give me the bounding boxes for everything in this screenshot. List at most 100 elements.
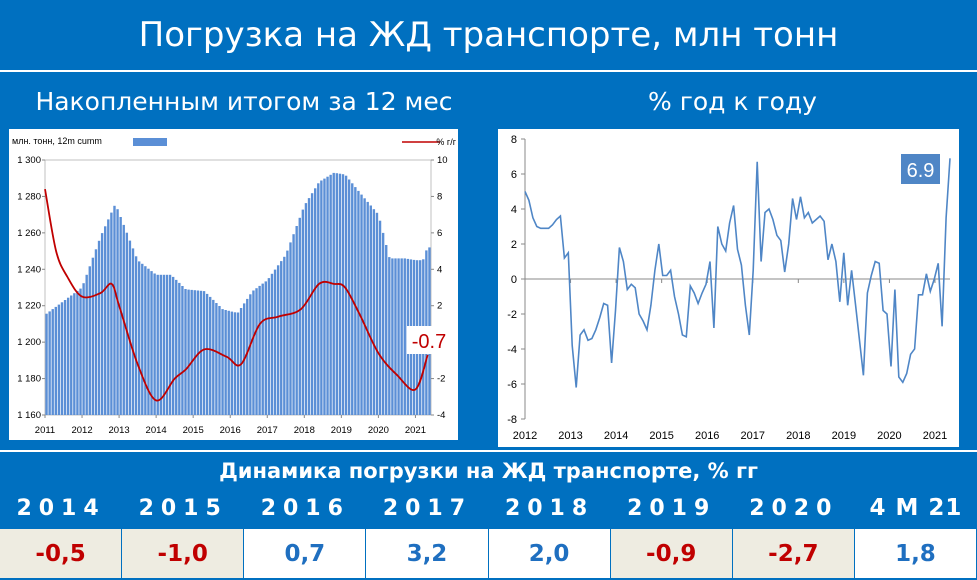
bar (113, 205, 116, 415)
bar (144, 266, 147, 415)
bar (310, 193, 314, 415)
table-year-header: 2015 (138, 495, 228, 521)
table-value-cell: -1,0 (122, 529, 245, 578)
bar (289, 242, 292, 415)
bar (323, 178, 326, 415)
bar (125, 232, 129, 415)
y-axis-tick-label: -2 (507, 309, 517, 321)
right-axis-tick-label: 4 (437, 264, 442, 275)
bar (104, 226, 107, 415)
table-year-header: 2014 (16, 495, 106, 521)
bar (335, 173, 339, 415)
bar (357, 190, 360, 415)
table-value-cell: -0,9 (610, 529, 733, 578)
y-axis-tick-label: -4 (507, 344, 517, 356)
right-axis-tick-label: 8 (437, 191, 442, 202)
bar (73, 293, 76, 415)
bar (165, 274, 169, 416)
y-axis-tick-label: 4 (511, 204, 517, 216)
bar (209, 296, 212, 415)
bar (131, 248, 135, 415)
right-chart-panel: -8 -6 -4 -2 0 2 4 6 8 2012 2013 2014 2015 2016 2017 201… (498, 129, 959, 447)
bar (150, 271, 153, 415)
bar (252, 290, 255, 415)
y-axis-tick-label: 0 (511, 274, 517, 286)
bar (63, 300, 67, 415)
table-year-header: 4 M 21 (869, 495, 963, 521)
bar (280, 261, 283, 415)
table-divider (0, 450, 977, 452)
bar (304, 203, 308, 415)
bar (190, 289, 193, 415)
bar (388, 257, 391, 415)
bar (255, 288, 258, 415)
title-divider (0, 70, 977, 72)
bar (60, 302, 64, 415)
bar (159, 274, 162, 416)
y-axis-tick-label: 8 (511, 134, 517, 146)
bar (224, 310, 227, 415)
left-axis-tick-label: 1 220 (17, 301, 41, 312)
bar (354, 187, 357, 415)
bar (258, 285, 261, 415)
bar (100, 233, 104, 415)
right-chart-subtitle: % год к году (648, 86, 817, 116)
bar (184, 289, 187, 415)
table-value-cell: -2,7 (732, 529, 855, 578)
bar (128, 240, 132, 415)
right-chart-svg: -8 -6 -4 -2 0 2 4 6 8 2012 2013 2014 2015 2016 2017 201… (507, 134, 951, 442)
x-axis-tick-label: 2015 (183, 425, 204, 436)
bar (134, 256, 138, 415)
bar (48, 311, 51, 415)
right-axis-tick-label: 2 (437, 301, 442, 312)
bar (347, 179, 351, 415)
bar (317, 183, 320, 415)
bar (314, 188, 317, 415)
bar (221, 309, 224, 415)
bar (107, 219, 110, 415)
table-value-cell: 2,0 (488, 529, 611, 578)
x-axis-tick-label: 2015 (649, 430, 673, 442)
bar (70, 295, 73, 415)
x-axis-tick-label: 2016 (220, 425, 241, 436)
bar (326, 176, 329, 415)
bar (360, 194, 363, 415)
x-axis-tick-label: 2017 (741, 430, 765, 442)
bar (307, 198, 311, 415)
x-axis-tick-label: 2019 (832, 430, 856, 442)
page-title: Погрузка на ЖД транспорте, млн тонн (138, 15, 839, 55)
y-axis-tick-label: 2 (511, 239, 517, 251)
right-annotation-box (901, 154, 940, 184)
bar (344, 175, 348, 415)
y-axis-tick-label: 6 (511, 169, 517, 181)
yoy-line-series (44, 188, 429, 402)
bar (147, 268, 150, 415)
bar (403, 258, 406, 415)
bar (79, 288, 82, 415)
bar (273, 269, 277, 415)
right-axis-tick-label: 6 (437, 228, 442, 239)
bar (270, 273, 274, 415)
x-axis-tick-label: 2018 (786, 430, 810, 442)
x-axis-tick-label: 2020 (877, 430, 901, 442)
bar (332, 172, 335, 415)
bar (329, 174, 332, 415)
bar (202, 291, 206, 415)
table-year-header: 2019 (627, 495, 717, 521)
left-legend-bars-swatch (133, 138, 167, 146)
right-axis-tick-label: -2 (437, 374, 445, 385)
x-axis-tick-label: 2013 (109, 425, 130, 436)
bar (246, 298, 249, 415)
left-chart-svg: млн. тонн, 12m cumm % г/г 1 160 1 180 1 200 1… (12, 136, 457, 436)
x-axis-tick-label: 2020 (368, 425, 389, 436)
bar (196, 290, 200, 415)
bar (391, 258, 394, 415)
table-year-header: 2020 (749, 495, 839, 521)
bar (116, 209, 119, 415)
x-axis-tick-label: 2021 (405, 425, 426, 436)
right-annotation-label: 6.9 (907, 160, 935, 182)
bar (88, 266, 91, 415)
bar (375, 212, 379, 415)
bar (193, 290, 196, 415)
table-value-cell: 0,7 (244, 529, 367, 578)
